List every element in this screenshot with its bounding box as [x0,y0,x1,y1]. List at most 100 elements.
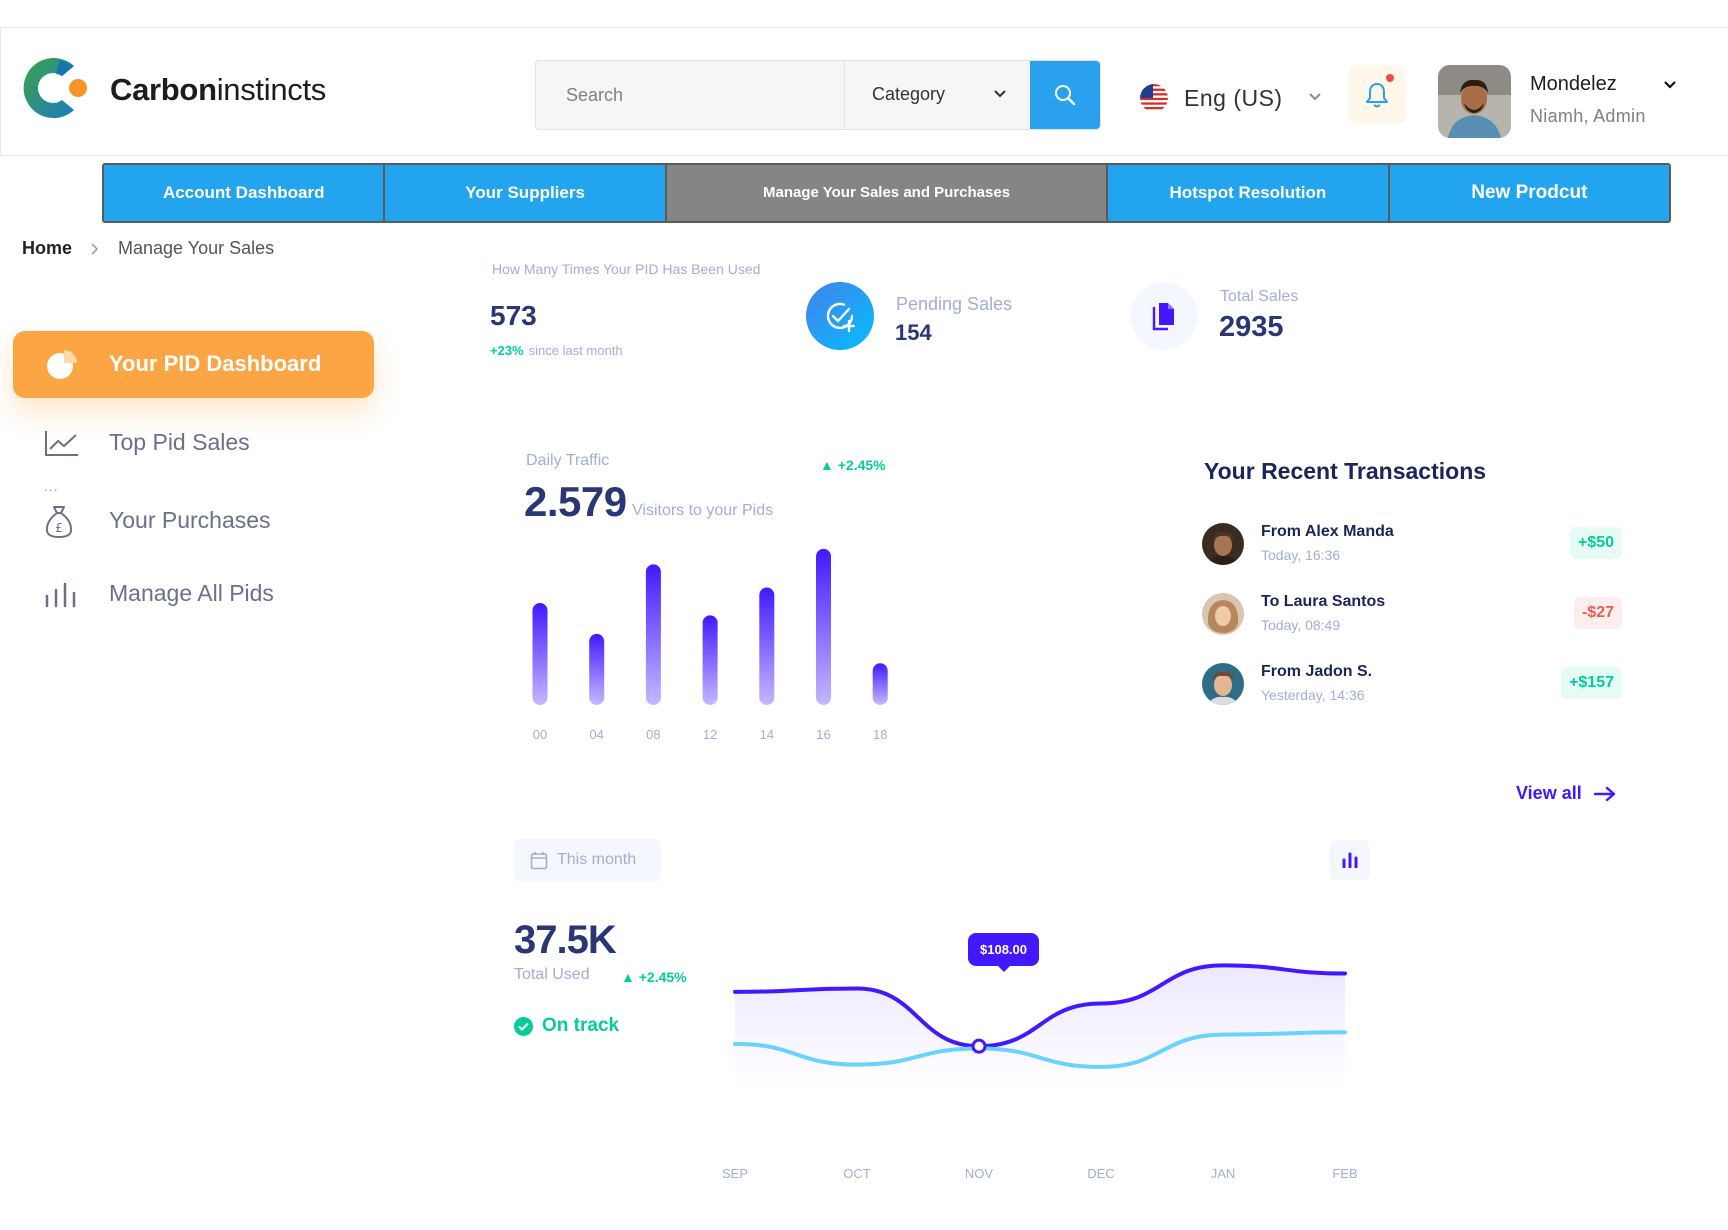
breadcrumb-home[interactable]: Home [22,238,73,258]
traffic-x-tick: 04 [589,727,603,742]
category-label: Category [872,84,946,104]
traffic-x-tick: 12 [703,727,717,742]
user-role: Niamh, Admin [1530,106,1646,126]
traffic-bar [532,603,548,705]
header [0,28,1728,156]
total-sales-icon [1130,282,1198,350]
delta-value: +2.45% [638,969,687,985]
daily-traffic-subtitle: Visitors to your Pids [632,502,774,519]
pending-sales-label: Pending Sales [896,294,1013,314]
traffic-x-tick: 18 [873,727,887,742]
tab-new-product[interactable]: New Prodcut [1389,165,1669,221]
transaction-amount: -$27 [1573,597,1622,629]
search-button[interactable] [1030,61,1100,129]
avatar [1202,663,1244,705]
search-input[interactable] [536,61,844,129]
sidebar-item-pid-dashboard[interactable]: Your PID Dashboard [13,331,374,398]
carboninstincts-logo[interactable] [16,48,96,128]
daily-traffic-delta: ▲ +2.45% [820,457,886,473]
document-icon [1152,303,1174,331]
chart-tooltip: $108.00 [968,933,1039,972]
delta-note: since last month [528,343,623,358]
traffic-x-tick: 16 [816,727,830,742]
highlight-point[interactable] [971,1038,987,1054]
transaction-time: Today, 08:49 [1261,617,1341,633]
tab-your-suppliers[interactable]: Your Suppliers [385,165,667,221]
arrow-right-icon [1593,786,1615,801]
sidebar-item-label: Your Purchases [109,507,271,533]
svg-text:£: £ [55,521,63,535]
sidebar-item-your-purchases[interactable]: £ Your Purchases [44,505,271,539]
avatar [1202,593,1244,635]
transaction-time: Yesterday, 14:36 [1261,687,1365,703]
pid-usage-title: How Many Times Your PID Has Been Used [492,261,761,277]
traffic-x-tick: 14 [760,727,774,742]
traffic-bar [702,615,718,705]
check-add-icon [826,302,856,333]
sidebar-item-label: Top Pid Sales [109,429,250,455]
notification-badge [1386,74,1394,82]
transaction-amount: +$50 [1569,527,1622,559]
brand-name: Carboninstincts [110,72,326,107]
transaction-row[interactable]: To Laura Santos Today, 08:49 -$27 [1202,593,1622,645]
chart-type-button[interactable] [1330,840,1370,880]
breadcrumb: Home Manage Your Sales [22,238,274,259]
traffic-bar [872,663,888,705]
line-chart-x-axis: SEP OCT NOV DEC JAN FEB [720,1166,1360,1186]
traffic-bar [759,587,775,705]
delta-value: +2.45% [837,457,886,473]
sidebar-item-manage-all-pids[interactable]: Manage All Pids [44,580,274,608]
line-chart-icon [45,431,78,456]
bar-chart-icon [1342,852,1358,868]
daily-traffic-value: 2.579 [524,478,627,525]
tab-account-dashboard[interactable]: Account Dashboard [104,165,386,221]
series-area [735,965,1345,1090]
money-bag-icon: £ [45,506,73,539]
line-x-tick: JAN [1210,1166,1236,1181]
us-flag-icon [1140,84,1168,112]
top-divider [0,27,1728,28]
user-menu-chevron-icon[interactable] [1662,79,1678,91]
user-name: Mondelez [1530,73,1617,95]
category-select[interactable]: Category [844,61,1030,129]
check-icon [514,1016,533,1036]
daily-traffic-chart: 00 04 08 12 14 16 18 [532,548,888,742]
series-line-1 [733,963,1347,1049]
status-badge: On track [514,1015,619,1037]
notifications-button[interactable] [1348,66,1406,124]
delta-up: +23% [490,343,524,358]
avatar[interactable] [1438,65,1511,138]
transactions-title: Your Recent Transactions [1204,458,1487,484]
total-sales-label: Total Sales [1220,288,1299,305]
pending-sales-value: 154 [895,320,932,345]
traffic-bar [645,564,661,705]
bell-icon [1366,83,1388,108]
period-label: This month [557,851,637,868]
tab-hotspot-resolution[interactable]: Hotspot Resolution [1108,165,1390,221]
calendar-icon [530,852,548,870]
sidebar-separator-dots: ... [44,478,59,494]
view-all-link[interactable]: View all [1516,783,1616,804]
chevron-down-icon [994,90,1006,98]
avatar [1202,523,1244,565]
transaction-row[interactable]: From Alex Manda Today, 16:36 +$50 [1202,523,1622,575]
search-icon [1055,85,1076,106]
status-label: On track [542,1015,620,1036]
tab-manage-sales-purchases[interactable]: Manage Your Sales and Purchases [666,165,1109,221]
chevron-right-icon [91,242,99,255]
transaction-name: To Laura Santos [1261,593,1386,610]
transaction-row[interactable]: From Jadon S. Yesterday, 14:36 +$157 [1202,663,1622,715]
traffic-bar [589,633,605,705]
sidebar-item-top-pid-sales[interactable]: Top Pid Sales [44,429,250,457]
total-sales-value: 2935 [1219,311,1284,343]
period-selector[interactable]: This month [514,839,661,882]
total-used-line-chart [733,963,1347,1090]
view-all-label: View all [1516,783,1582,803]
breadcrumb-current: Manage Your Sales [118,238,275,258]
chevron-down-icon [1309,93,1321,101]
transaction-time: Today, 16:36 [1261,547,1341,563]
language-selector[interactable]: Eng (US) [1140,78,1321,118]
transaction-amount: +$157 [1561,667,1622,699]
traffic-x-tick: 00 [533,727,547,742]
line-x-tick: NOV [964,1166,994,1181]
